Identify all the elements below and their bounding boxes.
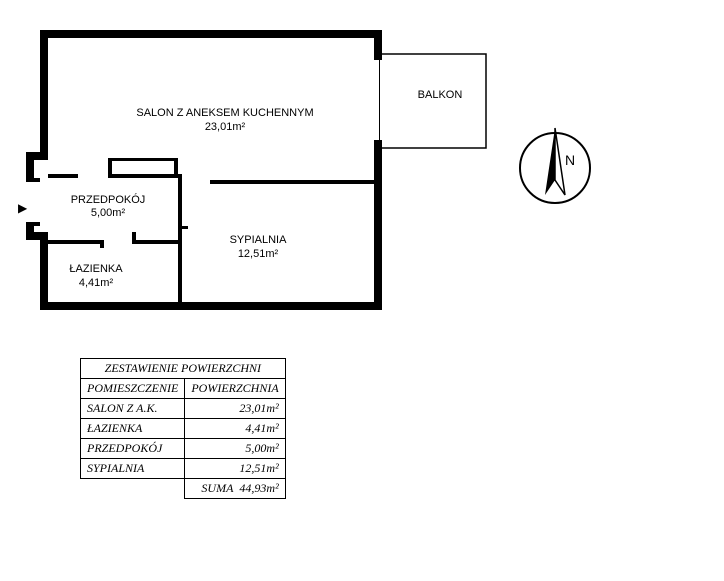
table-sum-label: SUMA <box>201 481 233 495</box>
floorplan-svg: ▶ SALON Z ANEKSEM KUCHENNYM 23,01m² PRZE… <box>0 0 724 360</box>
table-title: ZESTAWIENIE POWIERZCHNI <box>81 359 286 379</box>
table-row-area: 5,00m² <box>185 439 285 459</box>
table-sum: SUMA 44,93m² <box>185 479 285 499</box>
table-row-name: SALON Z A.K. <box>81 399 185 419</box>
sypialnia-area: 12,51m² <box>238 248 279 260</box>
table-header-col2: POWIERZCHNIA <box>185 379 285 399</box>
table-row: ŁAZIENKA 4,41m² <box>81 419 286 439</box>
table-row-area: 4,41m² <box>185 419 285 439</box>
przedpokoj-label: PRZEDPOKÓJ <box>71 193 146 206</box>
entry-marker: ▶ <box>18 201 28 215</box>
table-header-row: POMIESZCZENIE POWIERZCHNIA <box>81 379 286 399</box>
przedpokoj-area: 5,00m² <box>91 207 126 219</box>
table-row: SALON Z A.K. 23,01m² <box>81 399 286 419</box>
area-table: ZESTAWIENIE POWIERZCHNI POMIESZCZENIE PO… <box>80 358 286 499</box>
compass: N <box>520 128 590 203</box>
table-row: SYPIALNIA 12,51m² <box>81 459 286 479</box>
table-row-name: ŁAZIENKA <box>81 419 185 439</box>
salon-area: 23,01m² <box>205 121 246 133</box>
table-row-name: SYPIALNIA <box>81 459 185 479</box>
table-row: PRZEDPOKÓJ 5,00m² <box>81 439 286 459</box>
table-row-name: PRZEDPOKÓJ <box>81 439 185 459</box>
table-sum-row: SUMA 44,93m² <box>81 479 286 499</box>
table-sum-value: 44,93m² <box>239 481 278 495</box>
compass-n-label: N <box>565 152 575 168</box>
balkon-label: BALKON <box>418 89 463 101</box>
table-row-area: 12,51m² <box>185 459 285 479</box>
table-header-col1: POMIESZCZENIE <box>81 379 185 399</box>
table-title-row: ZESTAWIENIE POWIERZCHNI <box>81 359 286 379</box>
lazienka-area: 4,41m² <box>79 277 114 289</box>
balcony-outline <box>382 54 486 148</box>
sypialnia-label: SYPIALNIA <box>230 234 288 246</box>
lazienka-label: ŁAZIENKA <box>69 263 123 275</box>
table-row-area: 23,01m² <box>185 399 285 419</box>
salon-label: SALON Z ANEKSEM KUCHENNYM <box>136 107 313 119</box>
